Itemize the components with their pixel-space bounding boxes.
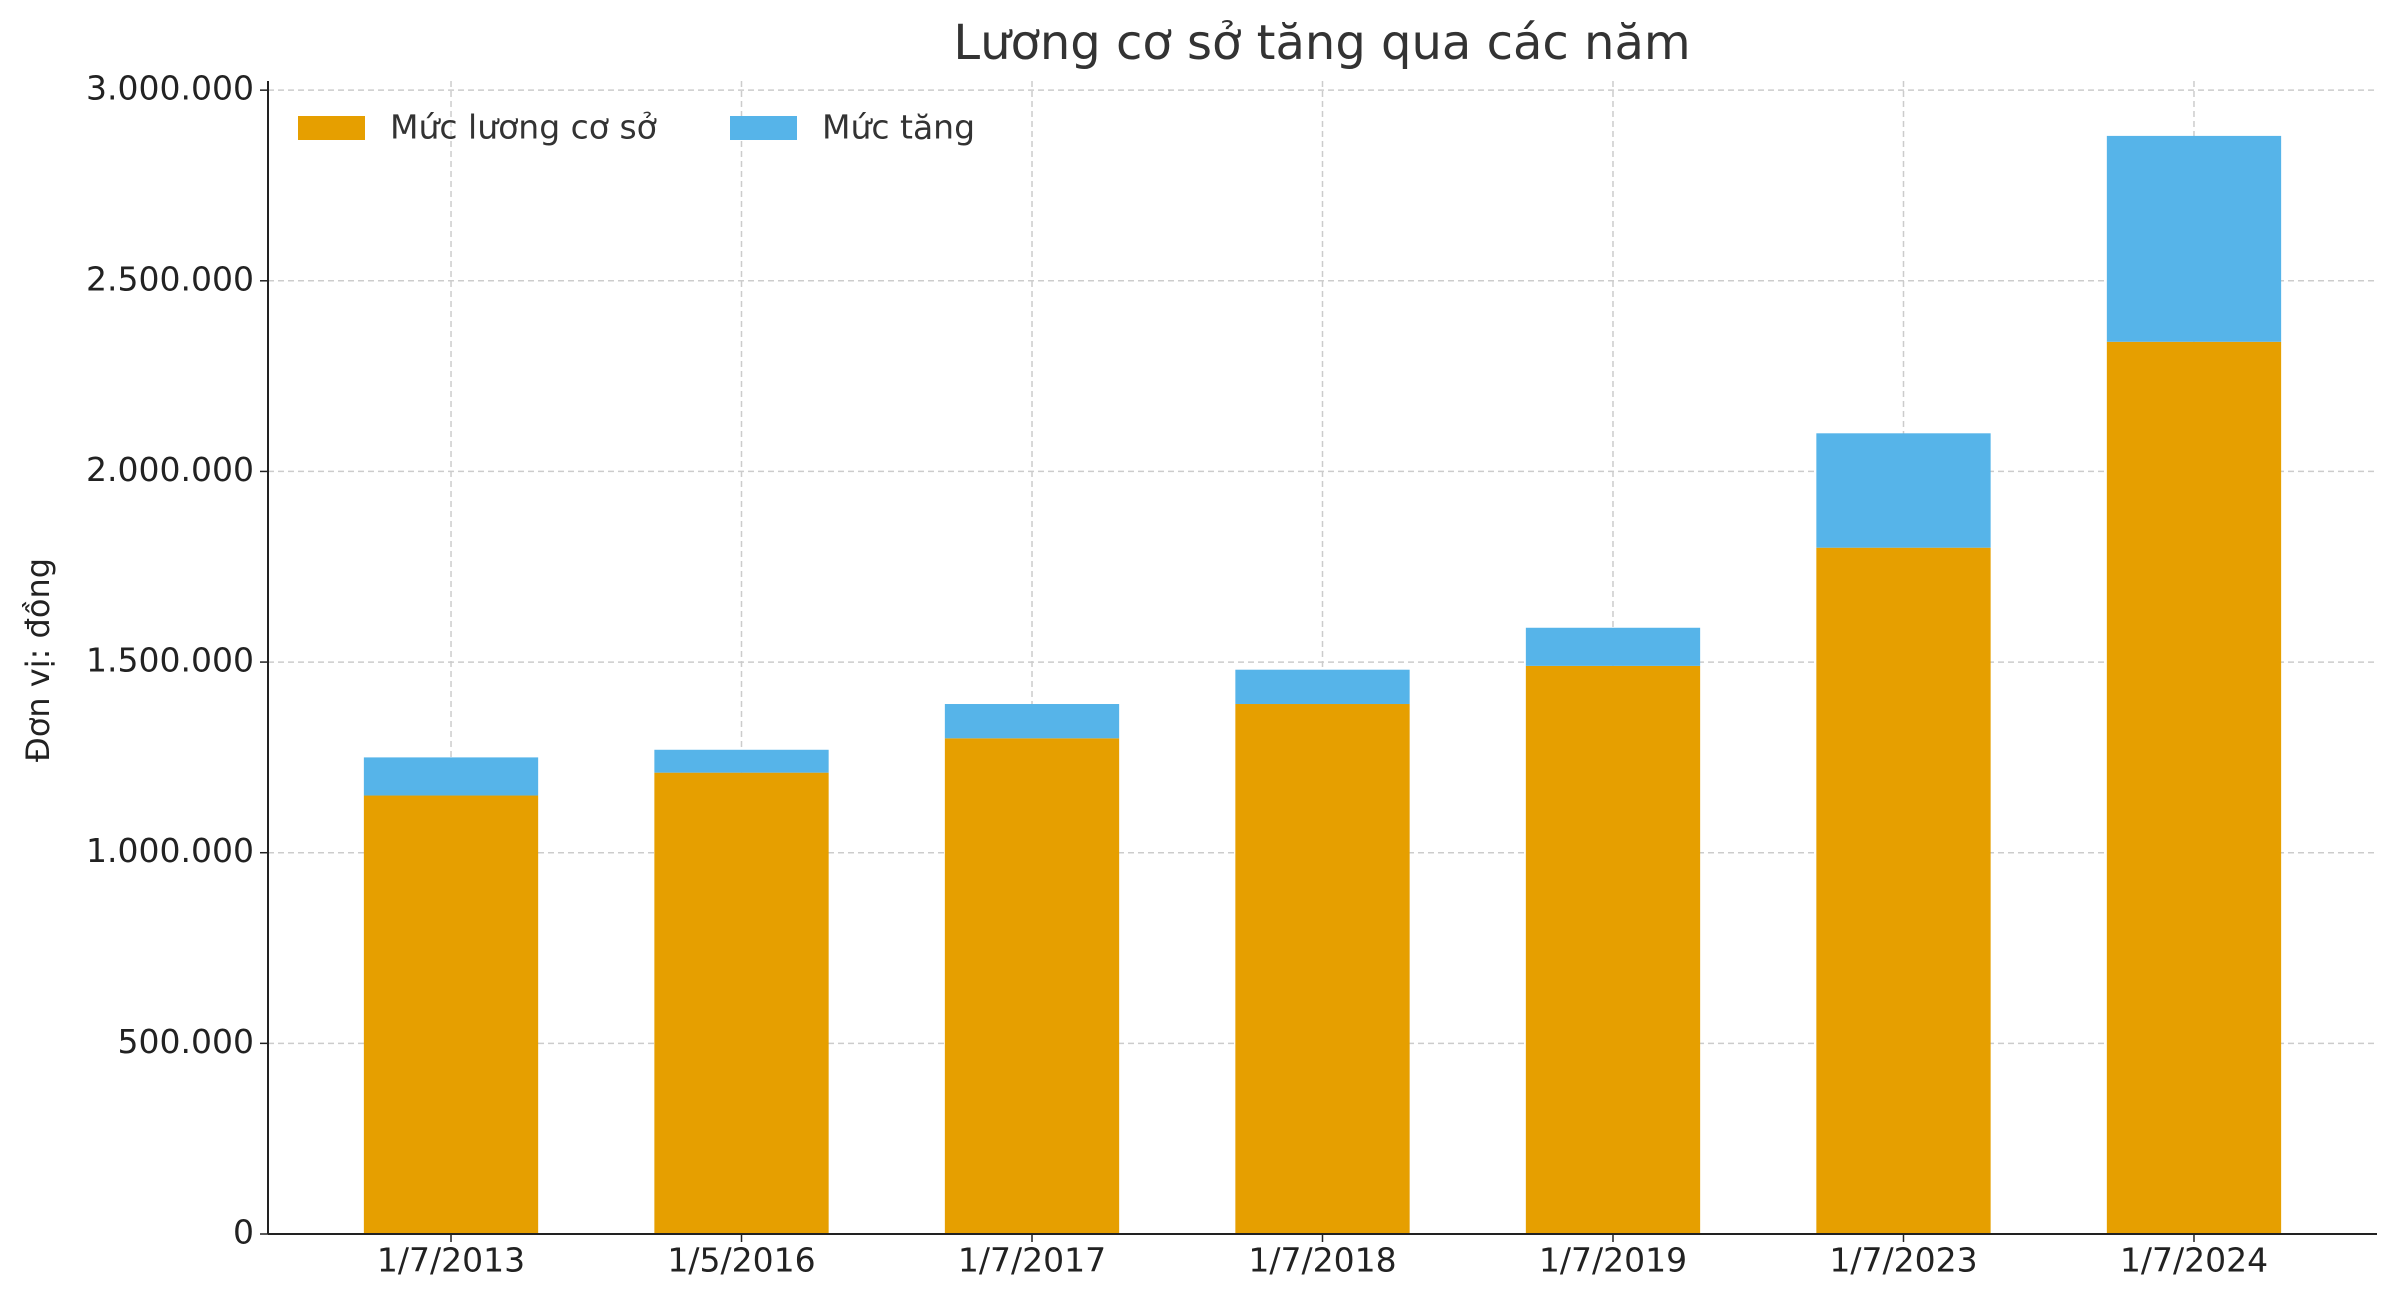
y-tick-label: 2.500.000 bbox=[86, 259, 254, 298]
y-tick-label: 3.000.000 bbox=[86, 69, 254, 108]
x-tick-label: 1/7/2017 bbox=[958, 1241, 1106, 1280]
y-tick-label: 1.000.000 bbox=[86, 831, 254, 870]
bar-segment bbox=[2106, 135, 2282, 342]
legend-swatch bbox=[298, 116, 365, 140]
bar-segment bbox=[1525, 627, 1701, 666]
legend-swatch bbox=[730, 116, 797, 140]
x-tick-label: 1/7/2024 bbox=[2120, 1241, 2268, 1280]
bar-segment bbox=[944, 738, 1120, 1234]
x-tick-label: 1/7/2023 bbox=[1829, 1241, 1977, 1280]
y-tick-label: 1.500.000 bbox=[86, 641, 254, 680]
legend-label: Mức lương cơ sở bbox=[390, 108, 657, 147]
legend-label: Mức tăng bbox=[822, 108, 975, 147]
chart-title: Lương cơ sở tăng qua các năm bbox=[953, 15, 1690, 71]
bar-segment bbox=[1816, 547, 1991, 1234]
bar-segment bbox=[363, 795, 539, 1234]
x-tick-label: 1/5/2016 bbox=[667, 1241, 815, 1280]
y-tick-label: 500.000 bbox=[118, 1022, 254, 1061]
bar-segment bbox=[654, 772, 829, 1234]
bar-segment bbox=[944, 704, 1120, 739]
bar-segment bbox=[363, 757, 539, 796]
y-axis-label: Đơn vị: đồng bbox=[19, 558, 57, 762]
bar-segment bbox=[1235, 704, 1410, 1234]
bar-segment bbox=[2106, 341, 2282, 1234]
x-tick-label: 1/7/2019 bbox=[1539, 1241, 1687, 1280]
bar-segment bbox=[1235, 669, 1410, 705]
x-tick-label: 1/7/2018 bbox=[1248, 1241, 1396, 1280]
y-tick-label: 2.000.000 bbox=[86, 450, 254, 489]
bar-segment bbox=[654, 749, 829, 773]
x-tick-label: 1/7/2013 bbox=[377, 1241, 525, 1280]
y-tick-label: 0 bbox=[233, 1213, 254, 1252]
bar-segment bbox=[1525, 665, 1701, 1234]
bar-segment bbox=[1816, 433, 1991, 548]
